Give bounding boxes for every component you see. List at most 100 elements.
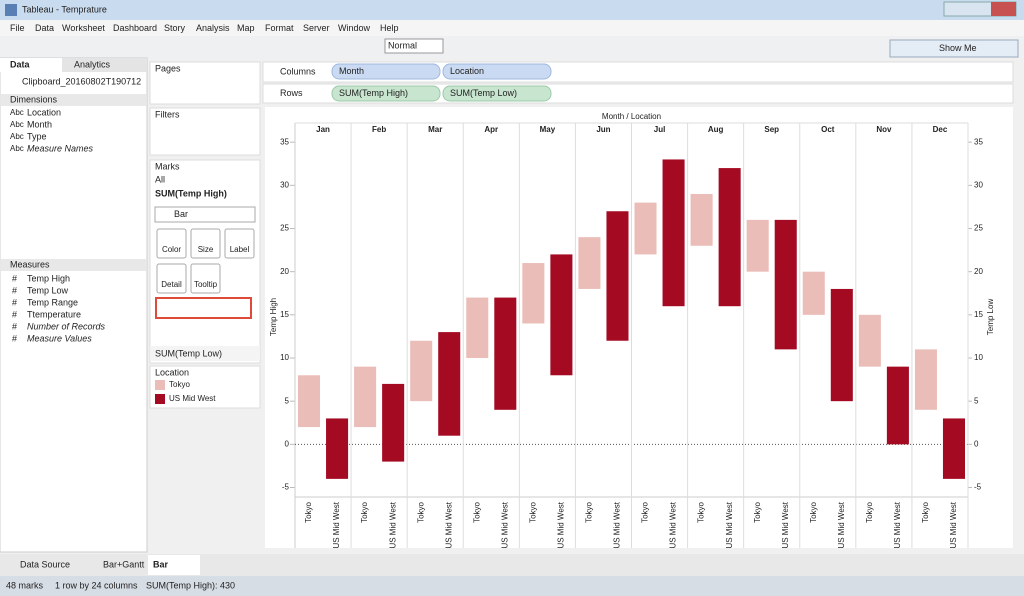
legend-label[interactable]: US Mid West (169, 394, 216, 403)
location-label: Tokyo (360, 501, 369, 522)
marks-button-label[interactable]: Tooltip (194, 280, 218, 289)
y-tick-label: -5 (282, 483, 290, 492)
marks-button[interactable] (224, 228, 255, 259)
marks-all[interactable]: All (155, 174, 165, 184)
bar[interactable] (522, 263, 545, 324)
bar[interactable] (354, 366, 377, 428)
bar[interactable] (606, 211, 629, 341)
bar[interactable] (298, 375, 321, 428)
bar[interactable] (634, 202, 657, 255)
marks-button[interactable] (156, 263, 187, 294)
pill-label[interactable]: Month (339, 66, 364, 76)
bar[interactable] (858, 314, 881, 367)
bar[interactable] (886, 366, 909, 445)
menu-item[interactable]: Server (303, 23, 330, 33)
bar[interactable] (914, 349, 937, 410)
bar[interactable] (578, 237, 601, 289)
menu-item[interactable]: Dashboard (113, 23, 157, 33)
drop-target[interactable] (155, 297, 252, 319)
pages-title: Pages (155, 63, 181, 73)
pill-label[interactable]: SUM(Temp Low) (450, 88, 517, 98)
marks-measure[interactable]: SUM(Temp High) (155, 188, 227, 198)
data-tab[interactable]: Data (10, 59, 31, 69)
shelf-pill[interactable] (331, 85, 441, 102)
bar[interactable] (830, 288, 853, 402)
measures-header (1, 259, 146, 271)
bar[interactable] (550, 254, 573, 376)
bar[interactable] (410, 340, 433, 402)
bar[interactable] (746, 219, 769, 272)
show-me-button[interactable] (889, 39, 1019, 58)
menu-item[interactable]: Format (265, 23, 294, 33)
month-label: Jul (654, 125, 666, 134)
dimension-field[interactable]: Measure Names (27, 143, 94, 153)
close-button[interactable] (991, 2, 1016, 16)
marks-button-label[interactable]: Size (198, 245, 214, 254)
tab-inactive[interactable] (62, 58, 147, 72)
active-sheet-tab[interactable] (148, 555, 200, 575)
pill-label[interactable]: SUM(Temp High) (339, 88, 408, 98)
menu-bar (0, 20, 1024, 36)
data-source[interactable]: Clipboard_20160802T190712 (22, 76, 141, 86)
measure-field[interactable]: Temp Range (27, 297, 78, 307)
shelf-pill[interactable] (442, 63, 552, 80)
menu-item[interactable]: Worksheet (62, 23, 105, 33)
bar[interactable] (942, 418, 965, 479)
dimension-field[interactable]: Type (27, 131, 47, 141)
marks-measure-2[interactable]: SUM(Temp Low) (155, 348, 222, 358)
marks-button[interactable] (190, 228, 221, 259)
marks-button-label[interactable]: Label (230, 245, 250, 254)
analytics-tab[interactable]: Analytics (74, 59, 111, 69)
location-label: Tokyo (753, 501, 762, 522)
dimension-field[interactable]: Location (27, 107, 61, 117)
bar[interactable] (774, 219, 797, 350)
menu-item[interactable]: Story (164, 23, 186, 33)
show-me[interactable]: Show Me (939, 43, 977, 53)
bar[interactable] (438, 332, 461, 436)
bar[interactable] (690, 193, 713, 246)
bar[interactable] (382, 383, 405, 462)
tab-active[interactable] (0, 58, 62, 72)
sheet-tab[interactable]: Bar (153, 559, 169, 569)
legend-label[interactable]: Tokyo (169, 380, 190, 389)
marks-button[interactable] (156, 228, 187, 259)
menu-item[interactable]: Window (338, 23, 371, 33)
menu-item[interactable]: Help (380, 23, 399, 33)
shelf-pill[interactable] (331, 63, 441, 80)
marks-button[interactable] (190, 263, 221, 294)
bar[interactable] (718, 168, 741, 307)
measure-field[interactable]: Temp Low (27, 285, 69, 295)
marks-button-label[interactable]: Color (162, 245, 181, 254)
location-label: Tokyo (528, 501, 537, 522)
sheet-tab[interactable]: Data Source (20, 559, 70, 569)
window-title: Tableau - Temprature (22, 4, 107, 14)
dimension-field[interactable]: Month (27, 119, 52, 129)
bar[interactable] (326, 418, 349, 479)
mark-size-dropdown[interactable] (384, 38, 444, 54)
location-label: US Mid West (388, 501, 397, 548)
pill-label[interactable]: Location (450, 66, 484, 76)
shelf-pill[interactable] (442, 85, 552, 102)
bar[interactable] (662, 159, 685, 307)
bar[interactable] (494, 297, 517, 410)
sheet-tab[interactable]: Bar+Gantt (103, 559, 145, 569)
measure-field[interactable]: Measure Values (27, 333, 92, 343)
month-label: Nov (876, 125, 892, 134)
legend-swatch (155, 380, 165, 390)
columns-label: Columns (280, 66, 316, 76)
location-label: Tokyo (809, 501, 818, 522)
measure-field[interactable]: Number of Records (27, 321, 106, 331)
mark-type-dropdown[interactable] (154, 206, 256, 223)
measure-field[interactable]: Temp High (27, 273, 70, 283)
y2-tick-label: 30 (974, 180, 983, 189)
menu-item[interactable]: Analysis (196, 23, 230, 33)
menu-item[interactable]: Data (35, 23, 54, 33)
y2-tick-label: 35 (974, 137, 983, 146)
menu-item[interactable]: File (10, 23, 25, 33)
bar[interactable] (802, 271, 825, 315)
bar[interactable] (466, 297, 489, 359)
measure-field[interactable]: Ttemperature (27, 309, 81, 319)
marks-button-label[interactable]: Detail (161, 280, 182, 289)
menu-item[interactable]: Map (237, 23, 255, 33)
